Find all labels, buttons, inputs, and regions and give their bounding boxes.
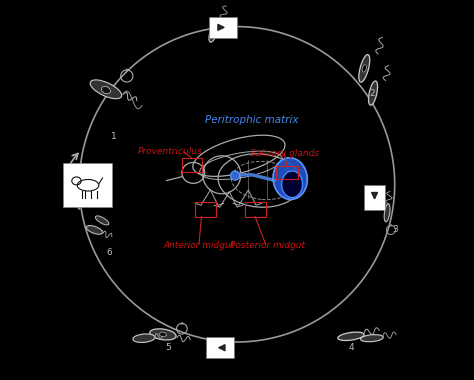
Text: 6: 6 bbox=[107, 248, 113, 257]
Bar bbox=[206, 337, 234, 358]
Ellipse shape bbox=[209, 19, 219, 42]
Ellipse shape bbox=[150, 329, 176, 340]
Text: Posterior midgut: Posterior midgut bbox=[230, 241, 305, 250]
Bar bbox=[276, 166, 298, 179]
Ellipse shape bbox=[361, 335, 383, 342]
Text: 2: 2 bbox=[369, 89, 375, 98]
Text: 4: 4 bbox=[348, 343, 354, 352]
Ellipse shape bbox=[95, 216, 109, 225]
Ellipse shape bbox=[86, 226, 102, 234]
Ellipse shape bbox=[362, 65, 366, 72]
Ellipse shape bbox=[159, 332, 166, 337]
Text: Anterior midgut: Anterior midgut bbox=[164, 241, 235, 250]
Ellipse shape bbox=[384, 204, 390, 222]
Ellipse shape bbox=[101, 86, 110, 94]
Text: 1: 1 bbox=[110, 132, 117, 141]
Bar bbox=[209, 17, 237, 38]
Ellipse shape bbox=[90, 80, 122, 99]
Bar bbox=[63, 163, 112, 207]
Ellipse shape bbox=[368, 81, 378, 105]
Ellipse shape bbox=[359, 55, 370, 82]
Bar bbox=[182, 158, 201, 172]
Circle shape bbox=[230, 171, 240, 180]
Text: Salivary glands: Salivary glands bbox=[250, 149, 319, 158]
Bar bbox=[245, 202, 265, 217]
Text: Peritrophic matrix: Peritrophic matrix bbox=[205, 115, 299, 125]
Bar bbox=[195, 202, 216, 217]
Ellipse shape bbox=[338, 332, 364, 340]
Ellipse shape bbox=[273, 158, 307, 200]
Bar bbox=[364, 185, 385, 210]
Text: 3: 3 bbox=[392, 225, 398, 234]
Ellipse shape bbox=[282, 171, 302, 198]
Text: Proventriculus: Proventriculus bbox=[138, 147, 203, 157]
Text: 5: 5 bbox=[166, 343, 172, 352]
Ellipse shape bbox=[133, 334, 155, 342]
